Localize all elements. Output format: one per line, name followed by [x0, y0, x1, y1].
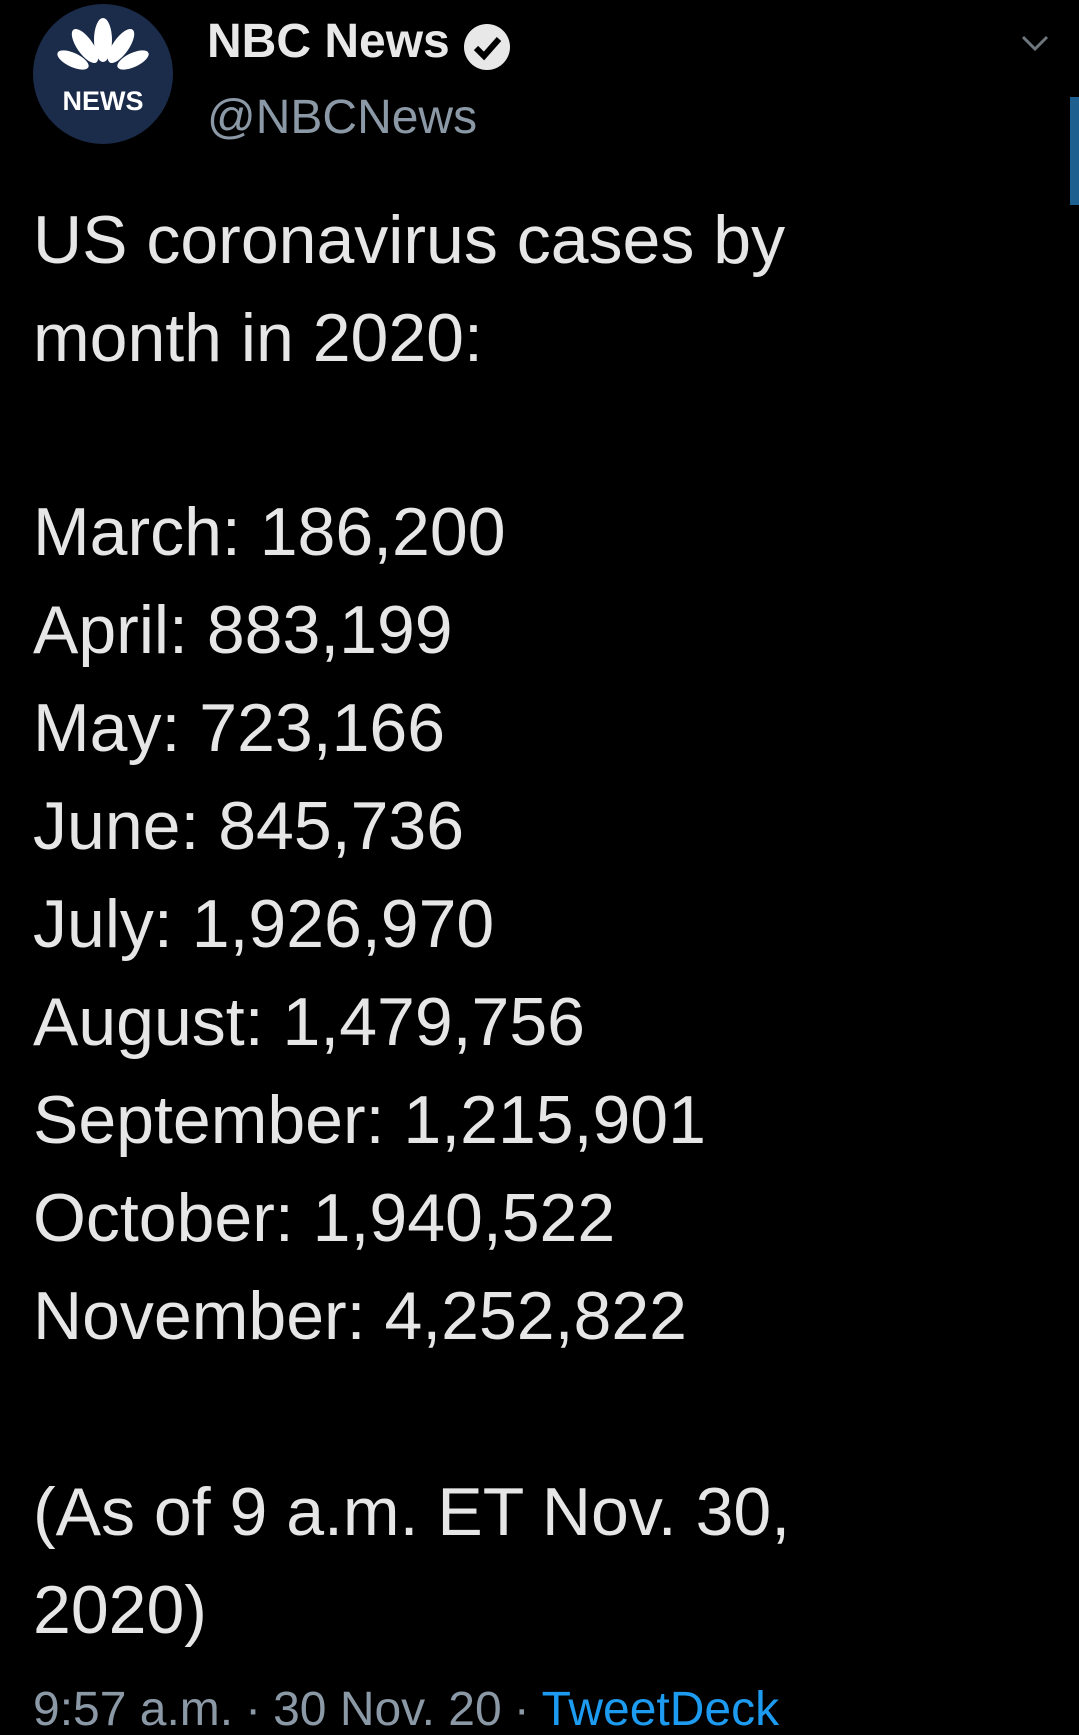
tweet-source[interactable]: TweetDeck: [541, 1683, 780, 1735]
separator: ·: [245, 1683, 262, 1735]
tweet-date: 30 Nov. 20: [273, 1683, 502, 1735]
tweet-line: (As of 9 a.m. ET Nov. 30,: [33, 1474, 791, 1550]
logo-text: NEWS: [63, 86, 144, 116]
tweet-line: month in 2020:: [33, 300, 483, 376]
monthly-count: July: 1,926,970: [33, 886, 495, 962]
monthly-count: April: 883,199: [33, 592, 453, 668]
menu-chevron[interactable]: [1020, 32, 1050, 54]
monthly-count: March: 186,200: [33, 494, 506, 570]
monthly-count: May: 723,166: [33, 690, 446, 766]
verified-badge: [464, 24, 510, 70]
monthly-count: October: 1,940,522: [33, 1180, 616, 1256]
peacock-logo: [57, 18, 149, 70]
tweet-time: 9:57 a.m.: [33, 1683, 234, 1735]
avatar[interactable]: NEWS: [33, 4, 173, 144]
monthly-count: August: 1,479,756: [33, 984, 586, 1060]
monthly-count: November: 4,252,822: [33, 1278, 687, 1354]
monthly-count: June: 845,736: [33, 788, 465, 864]
account-name[interactable]: NBC News: [207, 15, 450, 68]
monthly-count: September: 1,215,901: [33, 1082, 706, 1158]
separator: ·: [513, 1683, 530, 1735]
tweet-footer: 9:57 a.m. · 30 Nov. 20 · TweetDeck: [33, 1682, 791, 1735]
scrollbar: [1070, 97, 1079, 205]
avatar-circle: [33, 4, 173, 144]
account-handle[interactable]: @NBCNews: [207, 91, 478, 144]
tweet-line: US coronavirus cases by: [33, 202, 786, 278]
tweet-line: 2020): [33, 1572, 207, 1648]
